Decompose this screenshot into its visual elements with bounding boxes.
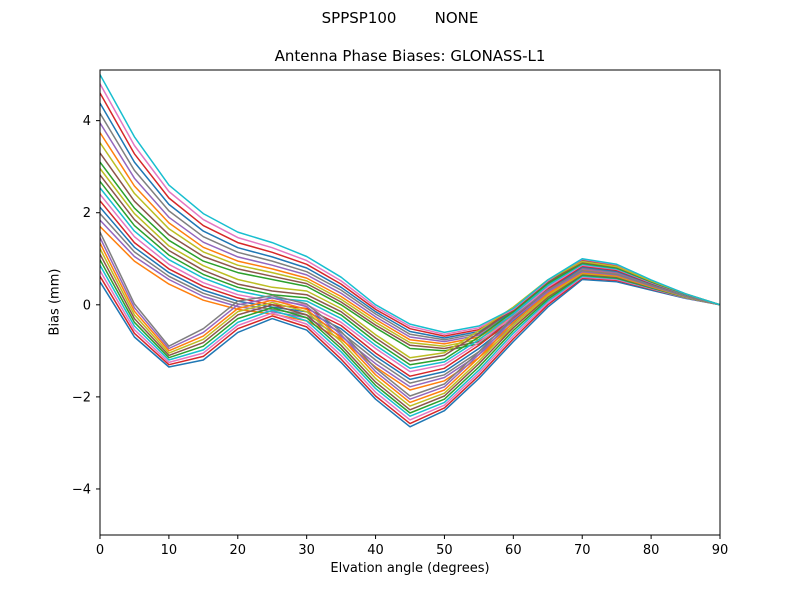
series-line: [100, 102, 720, 339]
axes-frame: [99, 69, 721, 536]
series-line: [100, 122, 720, 343]
series-line: [100, 231, 720, 397]
series-line: [100, 167, 720, 359]
series-line: [100, 187, 720, 370]
y-axis-label: Bias (mm): [47, 268, 63, 336]
axes-title: Antenna Phase Biases: GLONASS-L1: [274, 47, 546, 65]
series-line: [100, 269, 720, 421]
y-tick-label: 0: [83, 298, 91, 313]
series-line: [100, 206, 720, 381]
x-tick-label: 10: [161, 543, 178, 558]
series-line: [100, 278, 720, 428]
series-line: [100, 258, 720, 414]
series-line: [100, 200, 720, 377]
x-tick-label: 0: [96, 543, 104, 558]
series-line: [100, 152, 720, 350]
x-axis: 0 10 20 30 40 50 60 70 80 90: [96, 535, 728, 558]
series-line: [100, 112, 720, 341]
x-tick-label: 90: [712, 543, 729, 558]
y-tick-label: −4: [72, 482, 91, 497]
series-line: [100, 180, 720, 366]
x-tick-label: 40: [367, 543, 384, 558]
series-line: [100, 225, 720, 391]
series-line: [100, 253, 720, 411]
series-line: [100, 92, 720, 337]
series-line: [100, 275, 720, 425]
x-tick-label: 70: [574, 543, 591, 558]
x-tick-label: 60: [505, 543, 522, 558]
series-line: [100, 236, 720, 400]
y-tick-label: −2: [72, 390, 91, 405]
series-line: [100, 83, 720, 336]
x-tick-label: 80: [643, 543, 660, 558]
x-tick-label: 50: [436, 543, 453, 558]
series-line: [100, 131, 720, 345]
x-tick-label: 30: [298, 543, 315, 558]
series-lines: [100, 73, 720, 428]
y-axis: −4 −2 0 2 4: [72, 114, 100, 497]
x-axis-label: Elvation angle (degrees): [330, 561, 490, 576]
series-line: [100, 219, 720, 388]
series-line: [100, 141, 720, 347]
series-line: [100, 161, 720, 352]
series-line: [100, 242, 720, 404]
figure-suptitle: SPPSP100 NONE: [321, 9, 479, 27]
y-tick-label: 2: [83, 206, 91, 221]
x-tick-label: 20: [230, 543, 247, 558]
series-line: [100, 73, 720, 334]
y-tick-label: 4: [83, 114, 91, 129]
